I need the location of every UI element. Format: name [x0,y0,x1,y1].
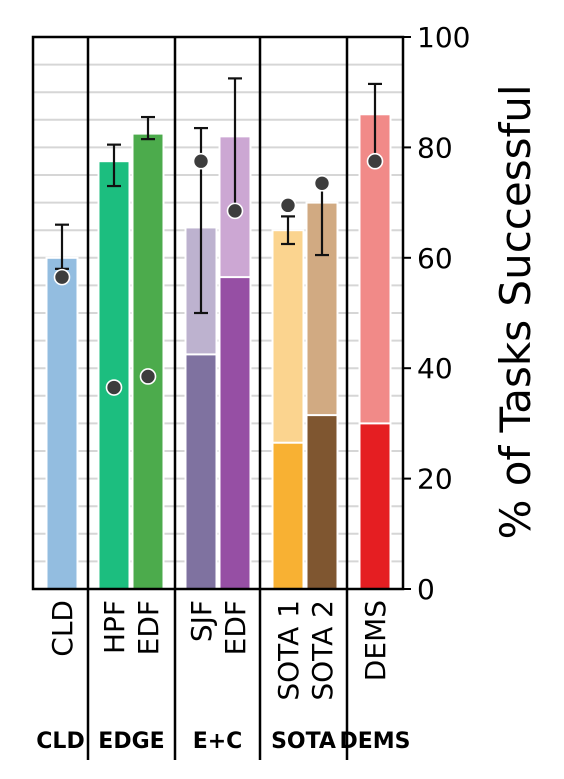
bar-base-segment [271,441,305,590]
data-point [139,368,157,385]
y-tick-label: 40 [417,352,453,385]
y-tick-label: 20 [417,463,453,496]
bar-cld [45,256,79,590]
y-tick-label: 60 [417,242,453,275]
bar-base-segment [305,414,339,590]
category-label: EDF [132,600,165,655]
category-label: EDF [219,600,252,655]
bar-edf [131,132,165,590]
data-point [192,152,210,170]
y-tick-label: 100 [417,21,470,54]
y-tick-label: 0 [417,573,435,606]
data-point [226,202,244,220]
y-axis-ticks: 0 20 40 60 80 100 [403,21,470,606]
y-axis-label: % of Tasks Successful [491,84,540,539]
grid-lines [33,63,403,563]
data-point [313,174,331,192]
group-label: DEMS [339,729,410,754]
plot-frame [31,35,405,760]
y-tick-label: 80 [417,131,453,164]
bar-hpf [97,160,131,590]
category-label: SOTA 2 [306,600,339,701]
plot-border [31,35,405,591]
category-label: SOTA 1 [272,600,305,701]
data-point [105,379,123,396]
group-labels: CLD EDGE E+C SOTA DEMS [36,729,410,754]
bar-base-segment [218,276,252,590]
group-label: EDGE [98,729,164,754]
category-label: HPF [98,600,131,654]
bars [45,113,392,591]
data-point [53,268,71,286]
data-point [279,197,297,214]
category-label: DEMS [359,600,392,681]
group-label: CLD [36,729,84,754]
group-label: SOTA [271,729,336,754]
category-label: SJF [185,600,218,642]
category-label: CLD [46,600,79,657]
data-points [53,152,384,396]
group-label: E+C [193,729,243,754]
bar-base-segment [358,422,392,590]
category-labels: CLD HPF EDF SJF EDF SOTA 1 SOTA 2 DEMS [46,600,392,701]
bar-base-segment [184,353,218,590]
data-point [366,152,384,170]
